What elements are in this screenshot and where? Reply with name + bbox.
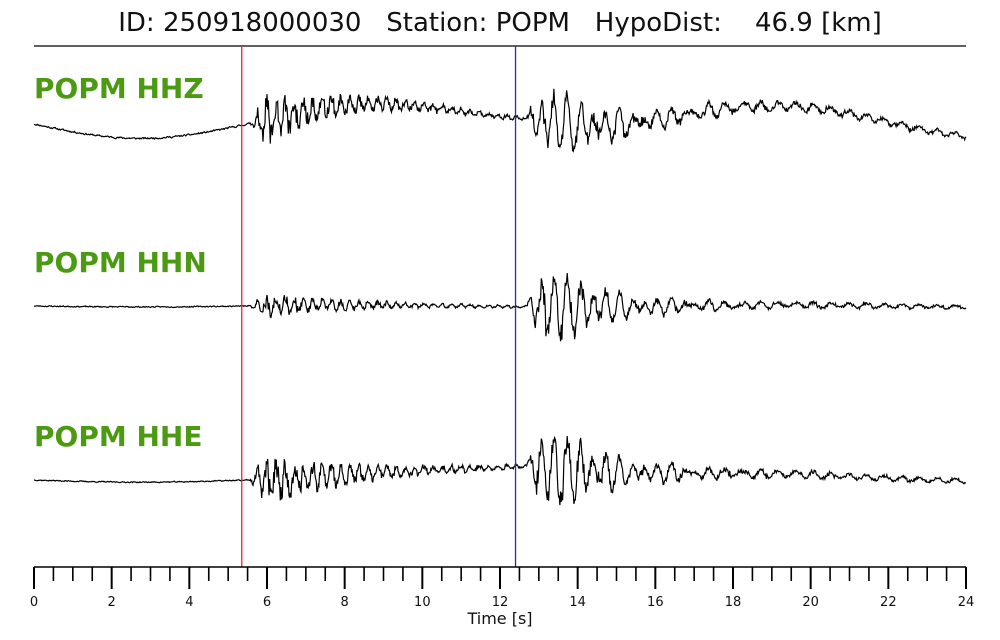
x-tick-label: 2 <box>108 595 116 610</box>
trace-label-hhn: POPM HHN <box>34 246 207 279</box>
station-label: Station: <box>386 8 488 38</box>
x-tick-label: 4 <box>185 595 193 610</box>
id-value: 250918000030 <box>162 8 362 38</box>
x-tick-label: 18 <box>725 595 742 610</box>
hypodist-value: 46.9 <box>754 8 813 38</box>
x-tick-label: 6 <box>263 595 271 610</box>
station-value: POPM <box>495 8 570 38</box>
x-tick-label: 10 <box>414 595 431 610</box>
x-tick-label: 12 <box>492 595 509 610</box>
x-axis-label: Time [s] <box>466 609 532 628</box>
hypodist-label: HypoDist: <box>594 8 722 38</box>
hypodist-unit: [km] <box>821 8 882 38</box>
x-tick-label: 16 <box>647 595 664 610</box>
x-tick-label: 22 <box>880 595 897 610</box>
x-tick-label: 24 <box>958 595 975 610</box>
x-tick-label: 8 <box>341 595 349 610</box>
x-tick-label: 20 <box>802 595 819 610</box>
chart-title: ID: 250918000030 Station: POPM HypoDist:… <box>0 8 1000 38</box>
trace-popm-hhn <box>34 272 967 342</box>
x-tick-label: 0 <box>30 595 38 610</box>
trace-label-hhz: POPM HHZ <box>34 72 204 105</box>
trace-label-hhe: POPM HHE <box>34 420 203 453</box>
id-label: ID: <box>118 8 155 38</box>
trace-popm-hhz <box>33 88 967 153</box>
trace-popm-hhe <box>33 435 966 506</box>
x-tick-label: 14 <box>569 595 586 610</box>
